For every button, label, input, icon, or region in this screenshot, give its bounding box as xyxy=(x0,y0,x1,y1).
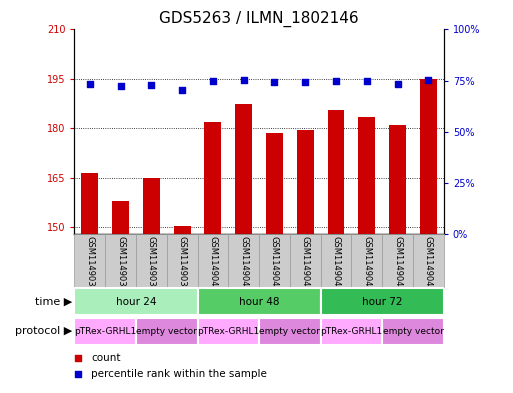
Point xyxy=(86,81,94,87)
FancyBboxPatch shape xyxy=(321,318,382,345)
Text: GSM1149039: GSM1149039 xyxy=(116,237,125,292)
FancyBboxPatch shape xyxy=(198,318,259,345)
Point xyxy=(240,76,248,83)
Title: GDS5263 / ILMN_1802146: GDS5263 / ILMN_1802146 xyxy=(159,11,359,27)
Bar xyxy=(358,117,375,234)
FancyBboxPatch shape xyxy=(413,234,444,287)
Bar xyxy=(297,130,313,234)
Bar xyxy=(81,173,98,234)
FancyBboxPatch shape xyxy=(167,234,198,287)
FancyBboxPatch shape xyxy=(382,318,444,345)
Text: GSM1149037: GSM1149037 xyxy=(85,237,94,292)
Text: count: count xyxy=(91,353,121,364)
Text: time ▶: time ▶ xyxy=(34,297,72,307)
Text: hour 24: hour 24 xyxy=(116,297,156,307)
FancyBboxPatch shape xyxy=(351,234,382,287)
Bar xyxy=(389,125,406,234)
Text: GSM1149038: GSM1149038 xyxy=(177,237,187,292)
FancyBboxPatch shape xyxy=(321,288,444,315)
Point xyxy=(147,81,155,88)
FancyBboxPatch shape xyxy=(290,234,321,287)
Point xyxy=(301,79,309,85)
Text: pTRex-GRHL1: pTRex-GRHL1 xyxy=(74,327,136,336)
Text: GSM1149040: GSM1149040 xyxy=(270,237,279,292)
Bar xyxy=(420,79,437,234)
Point xyxy=(288,282,297,288)
Bar xyxy=(204,122,222,234)
FancyBboxPatch shape xyxy=(198,234,228,287)
Point xyxy=(363,77,371,84)
Bar xyxy=(143,178,160,234)
Text: pTRex-GRHL1: pTRex-GRHL1 xyxy=(320,327,383,336)
FancyBboxPatch shape xyxy=(136,318,198,345)
Point xyxy=(270,79,279,85)
FancyBboxPatch shape xyxy=(105,234,136,287)
Text: empty vector: empty vector xyxy=(136,327,197,336)
Text: percentile rank within the sample: percentile rank within the sample xyxy=(91,369,267,379)
FancyBboxPatch shape xyxy=(198,288,321,315)
FancyBboxPatch shape xyxy=(259,318,321,345)
Text: hour 48: hour 48 xyxy=(239,297,279,307)
Point xyxy=(288,137,297,143)
FancyBboxPatch shape xyxy=(321,234,351,287)
Text: protocol ▶: protocol ▶ xyxy=(14,326,72,336)
Text: GSM1149047: GSM1149047 xyxy=(362,237,371,292)
Point xyxy=(178,86,186,93)
FancyBboxPatch shape xyxy=(74,234,105,287)
Bar xyxy=(112,201,129,234)
Text: GSM1149041: GSM1149041 xyxy=(208,237,218,292)
Point xyxy=(209,77,217,84)
Bar xyxy=(266,133,283,234)
FancyBboxPatch shape xyxy=(136,234,167,287)
Text: GSM1149044: GSM1149044 xyxy=(393,237,402,292)
Text: empty vector: empty vector xyxy=(383,327,443,336)
Text: GSM1149042: GSM1149042 xyxy=(301,237,310,292)
FancyBboxPatch shape xyxy=(259,234,290,287)
Text: GSM1149046: GSM1149046 xyxy=(424,237,433,292)
Text: hour 72: hour 72 xyxy=(362,297,402,307)
Text: GSM1149043: GSM1149043 xyxy=(239,237,248,292)
Point xyxy=(332,77,340,84)
Text: GSM1149036: GSM1149036 xyxy=(147,237,156,292)
FancyBboxPatch shape xyxy=(382,234,413,287)
Text: empty vector: empty vector xyxy=(260,327,320,336)
Point xyxy=(116,83,125,89)
FancyBboxPatch shape xyxy=(74,318,136,345)
Text: pTRex-GRHL1: pTRex-GRHL1 xyxy=(197,327,260,336)
Point xyxy=(424,76,432,83)
Bar xyxy=(327,110,344,234)
Point xyxy=(393,81,402,87)
Bar xyxy=(235,104,252,234)
FancyBboxPatch shape xyxy=(228,234,259,287)
FancyBboxPatch shape xyxy=(74,288,198,315)
Text: GSM1149045: GSM1149045 xyxy=(331,237,341,292)
Bar xyxy=(173,226,190,234)
